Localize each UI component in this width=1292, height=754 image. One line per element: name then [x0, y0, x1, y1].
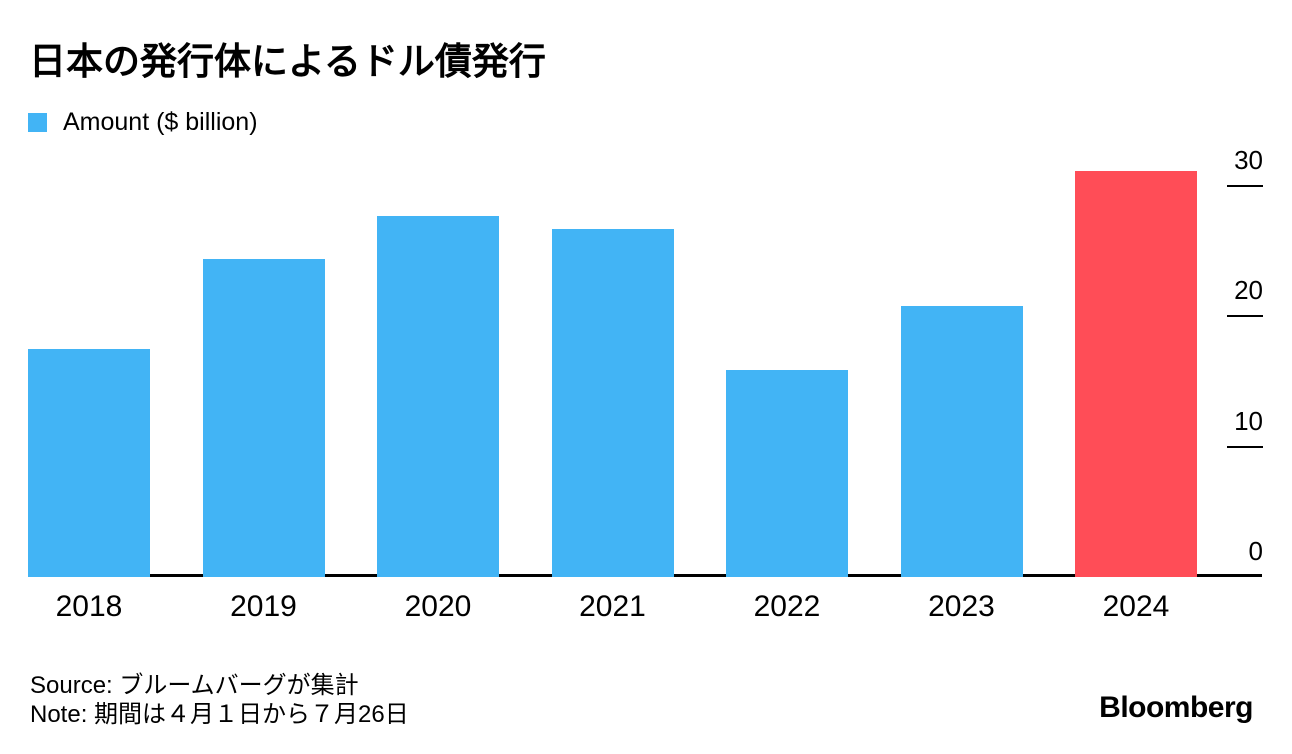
legend: Amount ($ billion) — [28, 110, 258, 135]
x-label-2020: 2020 — [404, 590, 472, 623]
y-tick-label-30: 30 — [1234, 144, 1263, 175]
bar-2018 — [28, 348, 150, 577]
bar-2024 — [1075, 171, 1197, 577]
y-tick-10 — [1227, 445, 1263, 448]
bar-2021 — [551, 228, 674, 577]
x-label-2021: 2021 — [579, 590, 646, 623]
y-tick-label-0: 0 — [1248, 536, 1263, 566]
legend-label: Amount ($ billion) — [63, 108, 258, 136]
bar-2022 — [726, 369, 848, 577]
x-label-2018: 2018 — [55, 590, 123, 623]
x-label-2022: 2022 — [753, 590, 821, 623]
y-tick-30 — [1227, 184, 1263, 187]
bar-2020 — [377, 215, 499, 577]
x-label-2024: 2024 — [1102, 590, 1170, 623]
footer: Source: ブルームバーグが集計 Note: 期間は４月１日から７月26日 — [30, 671, 409, 729]
y-tick-label-20: 20 — [1234, 275, 1263, 305]
bloomberg-logo: Bloomberg — [1099, 691, 1253, 724]
period-note: Note: 期間は４月１日から７月26日 — [30, 701, 409, 728]
bar-2023 — [900, 305, 1023, 577]
legend-swatch-icon — [28, 113, 47, 132]
y-tick-20 — [1227, 315, 1263, 317]
bar-2019 — [202, 258, 325, 577]
x-label-2019: 2019 — [230, 590, 297, 623]
chart-title: 日本の発行体によるドル債発行 — [29, 41, 546, 82]
x-label-2023: 2023 — [928, 590, 995, 623]
source-note: Source: ブルームバーグが集計 — [30, 672, 359, 699]
y-tick-label-10: 10 — [1234, 405, 1263, 436]
